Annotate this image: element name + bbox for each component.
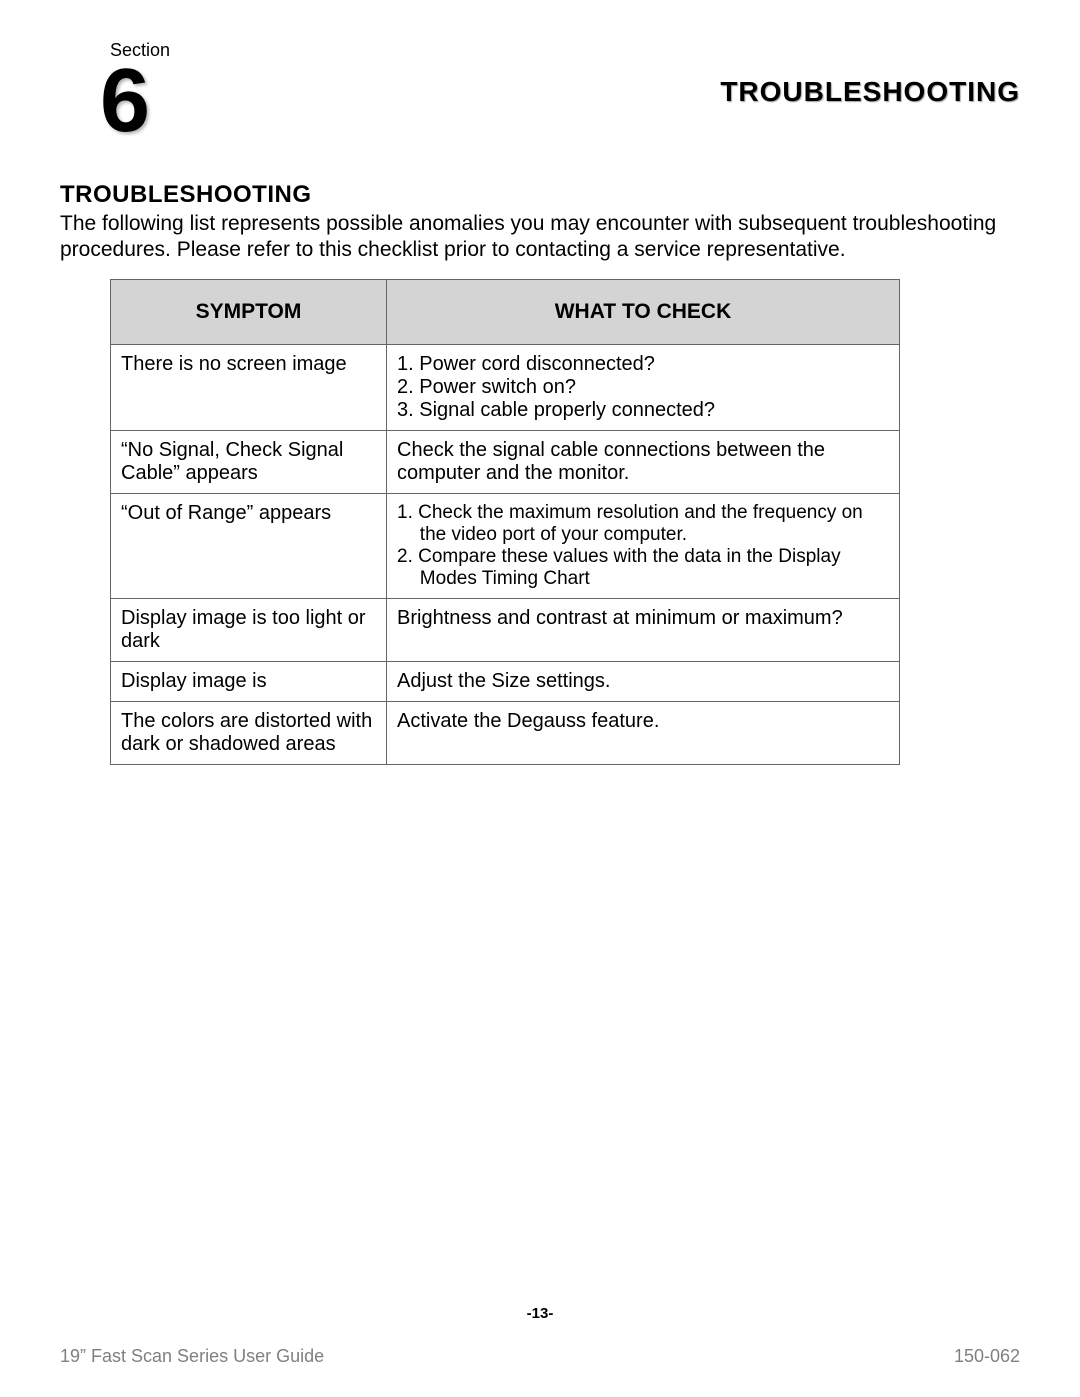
footer-right: 150-062 [954, 1346, 1020, 1367]
list-item: 3. Signal cable properly connected? [397, 399, 889, 422]
table-row: Display image is too light or dark Brigh… [111, 598, 900, 661]
check-list: 1. Power cord disconnected? 2. Power swi… [397, 353, 889, 422]
th-check: WHAT TO CHECK [387, 279, 900, 344]
table-header-row: SYMPTOM WHAT TO CHECK [111, 279, 900, 344]
cell-check: Check the signal cable connections betwe… [387, 430, 900, 493]
cell-symptom: Display image is [111, 661, 387, 701]
cell-symptom: The colors are distorted with dark or sh… [111, 701, 387, 764]
table-row: There is no screen image 1. Power cord d… [111, 344, 900, 430]
table-row: “Out of Range” appears 1. Check the maxi… [111, 493, 900, 598]
table-row: The colors are distorted with dark or sh… [111, 701, 900, 764]
cell-symptom: “No Signal, Check Signal Cable” appears [111, 430, 387, 493]
cell-check: 1. Check the maximum resolution and the … [387, 493, 900, 598]
cell-symptom: Display image is too light or dark [111, 598, 387, 661]
section-header-row: 6 TROUBLESHOOTING [60, 61, 1020, 146]
document-page: Section 6 TROUBLESHOOTING TROUBLESHOOTIN… [0, 0, 1080, 1397]
section-label: Section [110, 40, 1020, 61]
cell-check: 1. Power cord disconnected? 2. Power swi… [387, 344, 900, 430]
cell-symptom: “Out of Range” appears [111, 493, 387, 598]
th-symptom: SYMPTOM [111, 279, 387, 344]
list-item: 2. Power switch on? [397, 376, 889, 399]
list-item: 1. Power cord disconnected? [397, 353, 889, 376]
cell-check: Adjust the Size settings. [387, 661, 900, 701]
cell-check: Brightness and contrast at minimum or ma… [387, 598, 900, 661]
header-title: TROUBLESHOOTING [720, 76, 1020, 108]
cell-symptom: There is no screen image [111, 344, 387, 430]
table-row: Display image is Adjust the Size setting… [111, 661, 900, 701]
list-item: 1. Check the maximum resolution and the … [397, 502, 889, 546]
list-item: 2. Compare these values with the data in… [397, 546, 889, 590]
main-heading: TROUBLESHOOTING [60, 181, 1020, 209]
page-footer: 19” Fast Scan Series User Guide 150-062 [60, 1346, 1020, 1367]
section-number: 6 [100, 56, 150, 146]
page-number: -13- [0, 1305, 1080, 1322]
table-row: “No Signal, Check Signal Cable” appears … [111, 430, 900, 493]
check-list: 1. Check the maximum resolution and the … [397, 502, 889, 590]
cell-check: Activate the Degauss feature. [387, 701, 900, 764]
intro-paragraph: The following list represents possible a… [60, 211, 1020, 264]
troubleshooting-table: SYMPTOM WHAT TO CHECK There is no screen… [110, 279, 900, 765]
footer-left: 19” Fast Scan Series User Guide [60, 1346, 324, 1367]
